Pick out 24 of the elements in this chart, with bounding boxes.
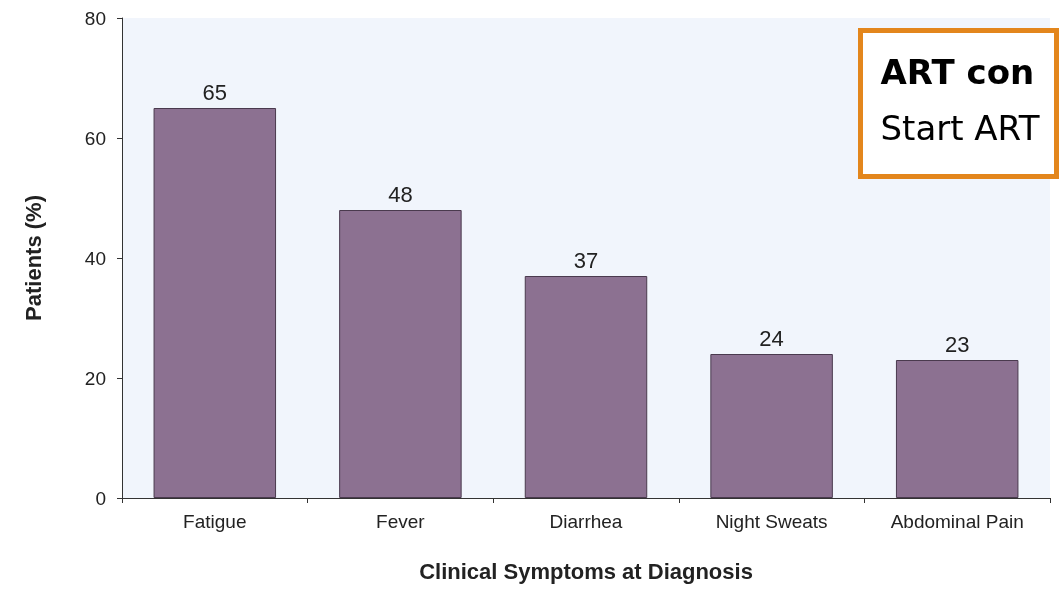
data-label: 48 <box>388 181 413 207</box>
bar <box>524 276 648 498</box>
y-tick-label: 0 <box>95 487 106 509</box>
data-label: 24 <box>759 325 784 351</box>
y-axis-title: Patients (%) <box>20 195 46 321</box>
annotation: Start ART <box>880 107 1040 148</box>
bar <box>710 354 833 498</box>
bar <box>895 360 1019 498</box>
y-tick-label: 80 <box>84 7 106 29</box>
x-tick-label: Night Sweats <box>715 511 828 532</box>
x-tick-label: Diarrhea <box>549 511 623 532</box>
annotation: ART con <box>880 51 1035 92</box>
x-tick-label: Fatigue <box>183 511 247 532</box>
x-tick-label: Fever <box>376 511 426 532</box>
data-label: 23 <box>944 331 970 357</box>
data-label: 37 <box>573 247 599 273</box>
bar <box>339 210 462 498</box>
bar <box>153 108 277 498</box>
y-tick-label: 20 <box>84 367 106 389</box>
y-tick-label: 60 <box>84 127 106 149</box>
data-label: 65 <box>202 79 228 105</box>
y-tick-label: 40 <box>84 247 106 269</box>
x-tick-label: Abdominal Pain <box>890 511 1024 532</box>
x-axis-title: Clinical Symptoms at Diagnosis <box>419 558 753 584</box>
